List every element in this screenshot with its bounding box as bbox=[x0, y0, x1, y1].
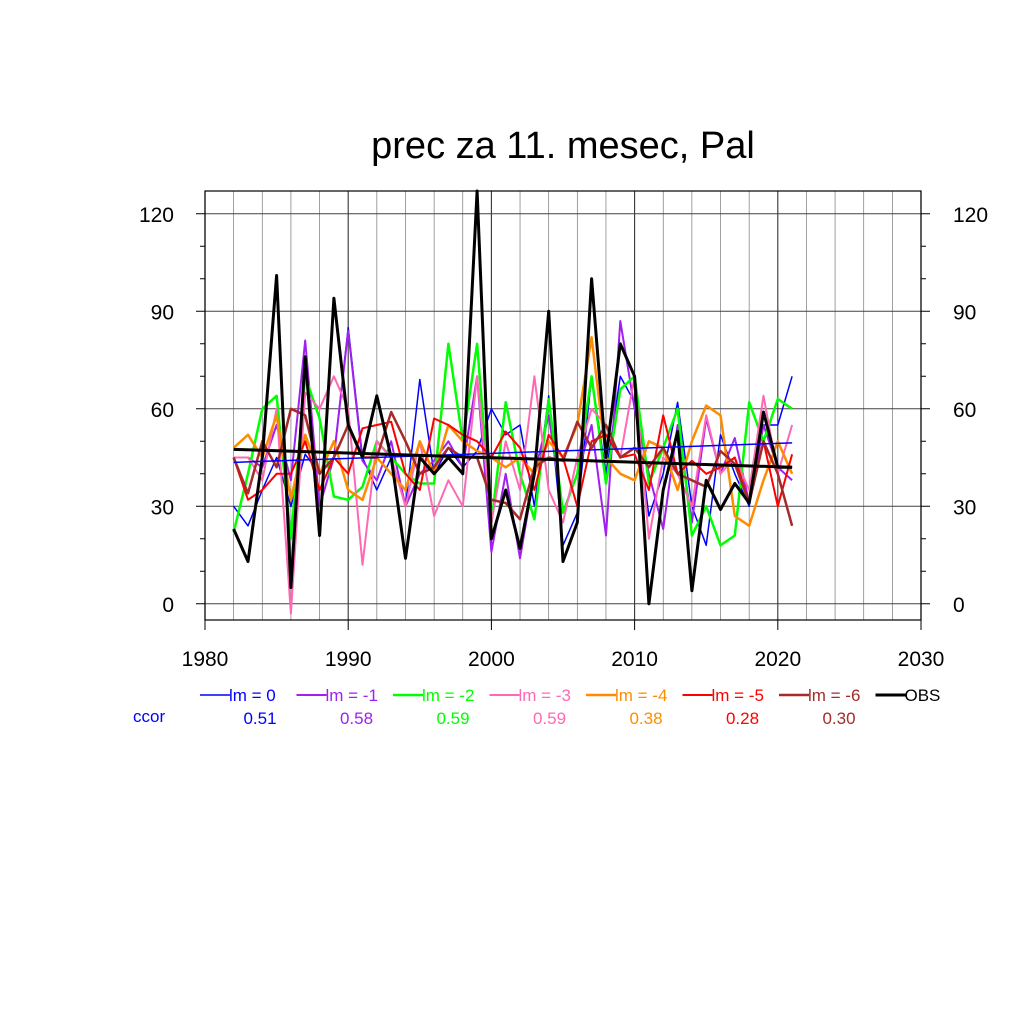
legend-ccor-value: 0.28 bbox=[726, 709, 759, 728]
series-line-4 bbox=[232, 336, 794, 528]
series-line-7 bbox=[232, 189, 793, 606]
y-tick-label-left: 120 bbox=[139, 204, 174, 227]
ccor-label: ccor bbox=[133, 707, 165, 726]
y-tick-label-left: 0 bbox=[162, 594, 174, 617]
series-line-5 bbox=[232, 414, 794, 508]
y-tick-label-right: 60 bbox=[953, 399, 976, 422]
legend-ccor-value: 0.59 bbox=[436, 709, 469, 728]
legend-label: lm = -4 bbox=[615, 686, 667, 705]
legend-ccor-value: 0.51 bbox=[243, 709, 276, 728]
legend: ccor lm = 0 0.51 lm = -1 0.58 lm = -2 0.59 lm … bbox=[133, 686, 940, 728]
x-tick-label: 2030 bbox=[898, 648, 945, 671]
axes: 1980 1990 2000 2010 2020 2030 0 0 30 30 60 60 90 90 12… bbox=[139, 204, 988, 671]
y-tick-label-right: 30 bbox=[953, 496, 976, 519]
series-line-6 bbox=[232, 407, 794, 527]
y-tick-label-right: 0 bbox=[953, 594, 965, 617]
legend-ccor-value: 0.59 bbox=[533, 709, 566, 728]
trend-line-0 bbox=[233, 442, 793, 464]
x-tick-label: 2020 bbox=[754, 648, 801, 671]
series-lines bbox=[232, 189, 794, 615]
x-tick-label: 1980 bbox=[182, 648, 229, 671]
plot-frame bbox=[204, 190, 922, 621]
legend-label: lm = -5 bbox=[712, 686, 764, 705]
legend-label: lm = -1 bbox=[326, 686, 378, 705]
legend-label: lm = -6 bbox=[808, 686, 860, 705]
x-tick-label: 1990 bbox=[325, 648, 372, 671]
y-tick-label-right: 90 bbox=[953, 301, 976, 324]
legend-ccor-value: 0.38 bbox=[629, 709, 662, 728]
legend-label: lm = 0 bbox=[229, 686, 276, 705]
legend-label: lm = -2 bbox=[422, 686, 474, 705]
legend-label: lm = -3 bbox=[519, 686, 571, 705]
y-tick-label-left: 60 bbox=[151, 399, 174, 422]
y-tick-label-left: 90 bbox=[151, 301, 174, 324]
x-tick-label: 2000 bbox=[468, 648, 515, 671]
legend-label: OBS bbox=[905, 686, 941, 705]
y-tick-label-left: 30 bbox=[151, 496, 174, 519]
legend-ccor-value: 0.30 bbox=[822, 709, 855, 728]
legend-ccor-value: 0.58 bbox=[340, 709, 373, 728]
chart-title: prec za 11. mesec, Pal bbox=[371, 125, 755, 167]
trend-line-7 bbox=[233, 447, 793, 469]
x-tick-label: 2010 bbox=[611, 648, 658, 671]
y-tick-label-right: 120 bbox=[953, 204, 988, 227]
